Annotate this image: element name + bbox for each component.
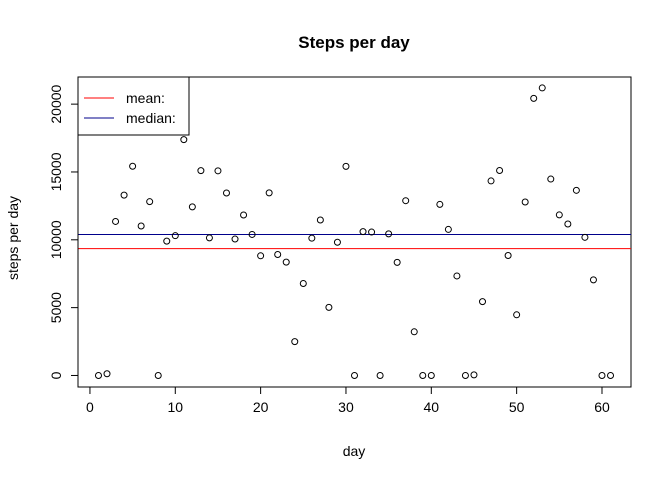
data-point [282,258,290,266]
data-point [129,162,137,170]
y-axis-label: steps per day [5,196,21,280]
data-point [120,191,128,199]
data-point [274,250,282,258]
x-tick-label: 60 [594,399,610,415]
y-tick-label: 15000 [48,152,64,191]
data-point [496,166,504,174]
data-point [410,328,418,336]
data-point [171,232,179,240]
data-point [530,94,538,102]
data-point [308,234,316,242]
data-point [231,235,239,243]
data-point [316,216,324,224]
legend-box [77,76,190,136]
data-point [598,371,606,379]
data-point [607,371,615,379]
x-axis: 0 10 20 30 40 50 60 [86,386,610,415]
data-point [154,371,162,379]
data-point [555,211,563,219]
x-tick-label: 10 [167,399,183,415]
data-point [564,220,572,228]
data-point [257,252,265,260]
data-point [479,298,487,306]
x-tick-label: 50 [509,399,525,415]
x-tick-label: 40 [424,399,440,415]
data-point [137,222,145,230]
data-point [487,177,495,185]
data-point [146,198,154,206]
data-point [402,197,410,205]
data-point [291,338,299,346]
legend-median-label: median: [126,110,176,126]
legend: mean: median: [77,76,190,136]
data-point [461,371,469,379]
data-point [444,225,452,233]
data-point [112,217,120,225]
y-tick-label: 20000 [48,84,64,123]
x-tick-label: 30 [338,399,354,415]
data-point [504,252,512,260]
data-point [325,303,333,311]
data-point [163,237,171,245]
legend-mean-label: mean: [126,90,165,106]
data-point [205,234,213,242]
data-point [94,371,102,379]
data-point [188,203,196,211]
data-point [572,186,580,194]
data-point [333,238,341,246]
data-point [521,198,529,206]
data-point [547,175,555,183]
y-tick-label: 5000 [48,292,64,323]
y-tick-label: 10000 [48,220,64,259]
data-point [351,371,358,379]
data-point [513,311,521,319]
x-axis-label: day [343,443,366,459]
data-point [197,167,205,175]
data-point [214,167,222,175]
x-tick-label: 20 [253,399,269,415]
data-point [419,371,427,379]
data-point [248,230,256,238]
data-point [342,162,350,170]
data-point [103,370,111,378]
data-point [385,230,393,238]
data-point [436,200,444,208]
data-point [222,189,230,197]
data-point [427,371,435,379]
y-axis: 0 5000 10000 15000 20000 [48,84,79,379]
reference-lines [78,233,631,250]
data-point [393,258,401,266]
data-point [359,228,367,236]
data-point [240,211,248,219]
data-point [368,228,376,236]
data-points [94,84,615,379]
data-point [453,272,461,280]
data-point [376,371,384,379]
chart-title: Steps per day [298,33,410,52]
data-point [538,84,546,92]
data-point [299,280,307,288]
x-tick-label: 0 [86,399,94,415]
data-point [470,371,478,379]
data-point [589,276,597,284]
y-tick-label: 0 [48,371,64,379]
data-point [581,233,589,241]
data-point [180,136,188,144]
data-point [265,189,273,197]
